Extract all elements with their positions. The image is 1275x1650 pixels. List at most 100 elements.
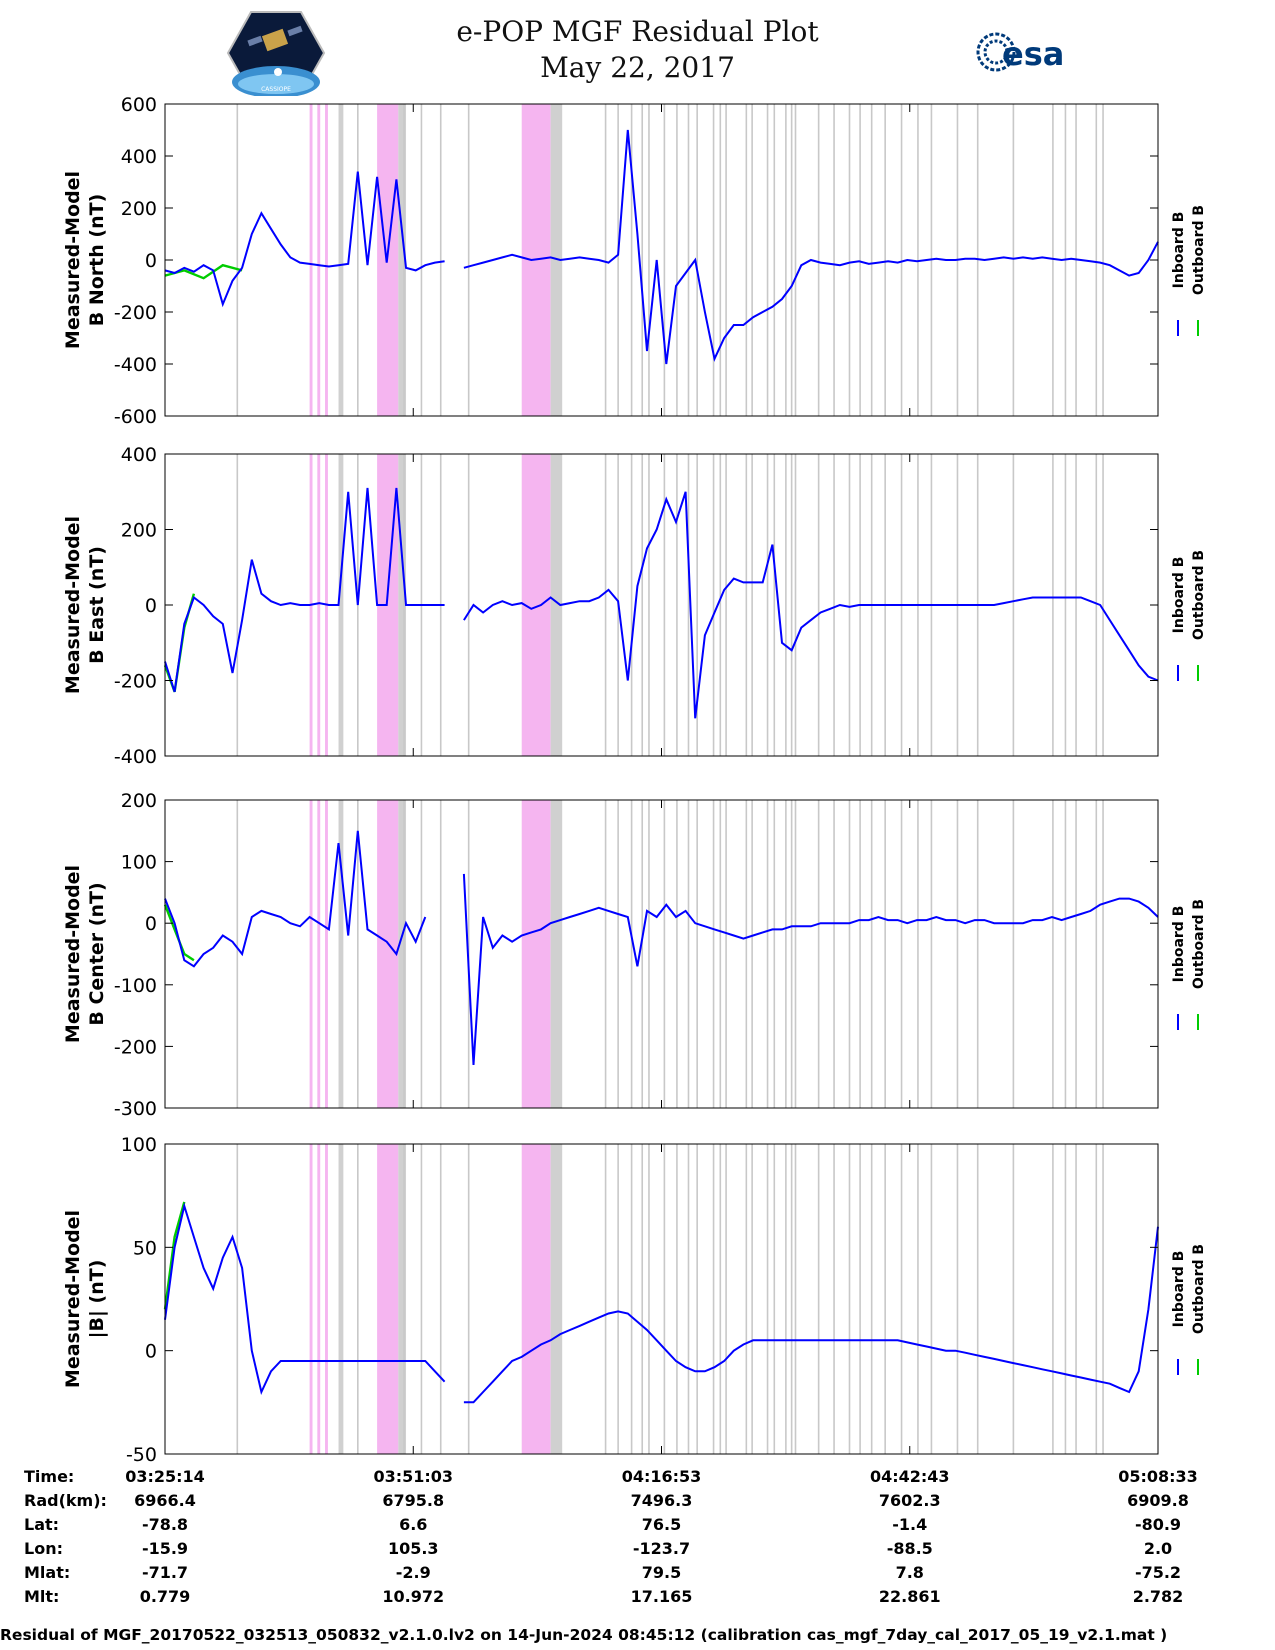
orbit-info-table: Time: Rad(km): Lat: Lon: Mlat: Mlt: 03:25:14 69… [24,1467,1198,1606]
info-value: 6909.8 [1127,1491,1189,1510]
info-value: -80.9 [1135,1515,1181,1534]
y-tick-label: 0 [145,1341,157,1363]
gray-band [550,800,563,1108]
y-axis-label-line1: Measured-Model [62,865,84,1043]
y-axis-label-line1: Measured-Model [62,516,84,694]
y-axis-label-line1: Measured-Model [62,1210,84,1388]
gray-band [338,454,344,756]
gray-band [398,1144,407,1454]
gray-band [550,454,563,756]
y-tick-label: 200 [121,520,157,542]
legend-outboard-label: Outboard B [1191,550,1207,640]
info-value: -15.9 [142,1539,188,1558]
info-value: 2.782 [1133,1587,1184,1606]
info-value: 04:42:43 [870,1467,950,1486]
y-tick-label: -300 [114,1098,157,1120]
gray-band [398,104,407,416]
info-value: -88.5 [887,1539,933,1558]
info-value: -71.7 [142,1563,188,1582]
y-axis-label-line2: B Center (nT) [86,882,108,1025]
pink-band [325,1144,328,1454]
pink-band [317,104,321,416]
info-row-label: Time: [24,1467,74,1486]
y-tick-label: 0 [145,913,157,935]
legend-outboard-label: Outboard B [1191,899,1207,989]
series-line-inboard-b [164,1202,1159,1404]
series-line-outboard-b [163,1201,186,1310]
info-value: 17.165 [631,1587,693,1606]
y-tick-label: -50 [126,1444,157,1466]
esa-logo-text: esa [1002,35,1064,73]
series-line-inboard-b [164,830,1159,1065]
legend-outboard-label: Outboard B [1191,205,1207,295]
axes-frame [164,799,1159,1109]
pink-band [309,104,313,416]
gray-band [338,800,344,1108]
gray-band [550,104,563,416]
pink-band [309,800,313,1108]
series-line-inboard-b [164,129,1159,365]
y-axis-label: Measured-Model |B| (nT) [62,1210,108,1388]
y-tick-label: -200 [114,302,157,324]
info-row-label: Mlat: [24,1563,70,1582]
y-tick-label: -200 [114,1036,157,1058]
date-text: May 22, 2017 [540,51,735,84]
gray-band [338,1144,344,1454]
y-axis-label: Measured-Model B Center (nT) [62,865,108,1043]
y-tick-label: -100 [114,975,157,997]
pink-band [317,454,321,756]
legend-inboard-label: Inboard B [1171,1251,1187,1328]
info-row-label: Rad(km): [24,1491,107,1510]
legend-inboard-label: Inboard B [1171,557,1187,634]
y-tick-label: 50 [133,1237,157,1259]
info-value: 03:51:03 [373,1467,453,1486]
gray-band [398,800,407,1108]
y-tick-label: -200 [114,671,157,693]
info-value: 6.6 [399,1515,427,1534]
info-value: 7.8 [896,1563,924,1582]
pink-band [317,800,321,1108]
y-tick-label: 0 [145,595,157,617]
y-tick-label: 0 [145,250,157,272]
gray-band [398,454,407,756]
y-axis-label: Measured-Model B East (nT) [62,516,108,694]
pink-band [377,800,399,1108]
panel-2: 400 200 0 -200 -400 Measured-Model B East (nT)… [62,444,1207,768]
info-row-label: Lon: [24,1539,63,1558]
pink-band [325,800,328,1108]
pink-band [309,1144,313,1454]
panel-1: 600 400 200 0 -200 -400 -600 Measured-Model B No… [62,94,1207,428]
info-value: 05:08:33 [1118,1467,1198,1486]
series-line-outboard-b [163,904,195,962]
gray-band [550,1144,563,1454]
info-value: -75.2 [1135,1563,1181,1582]
legend-inboard-label: Inboard B [1171,212,1187,289]
footer-text: Residual of MGF_20170522_032513_050832_v… [0,1626,1168,1644]
info-value: 6795.8 [382,1491,444,1510]
y-tick-label: -400 [114,354,157,376]
y-tick-label: 100 [121,1134,157,1156]
pink-band [521,1144,551,1454]
y-tick-label: -600 [114,406,157,428]
info-value: 105.3 [388,1539,439,1558]
y-tick-label: -400 [114,746,157,768]
chart-title: e-POP MGF Residual Plot May 22, 2017 [0,14,1275,86]
series-line-inboard-b [164,487,1159,719]
axes-frame [164,1143,1159,1455]
info-value: -1.4 [892,1515,927,1534]
y-tick-label: 200 [121,790,157,812]
info-value: 10.972 [382,1587,444,1606]
info-value: 79.5 [642,1563,681,1582]
info-row-label: Mlt: [24,1587,59,1606]
gray-band [338,104,344,416]
pink-band [325,104,328,416]
info-value: -2.9 [396,1563,431,1582]
cassiope-logo-text: CASSIOPE [261,86,291,93]
info-value: -78.8 [142,1515,188,1534]
info-value: 03:25:14 [125,1467,205,1486]
y-tick-label: 100 [121,852,157,874]
legend-inboard-label: Inboard B [1171,906,1187,983]
esa-logo-icon: esa [976,32,1064,73]
info-value: 0.779 [140,1587,191,1606]
